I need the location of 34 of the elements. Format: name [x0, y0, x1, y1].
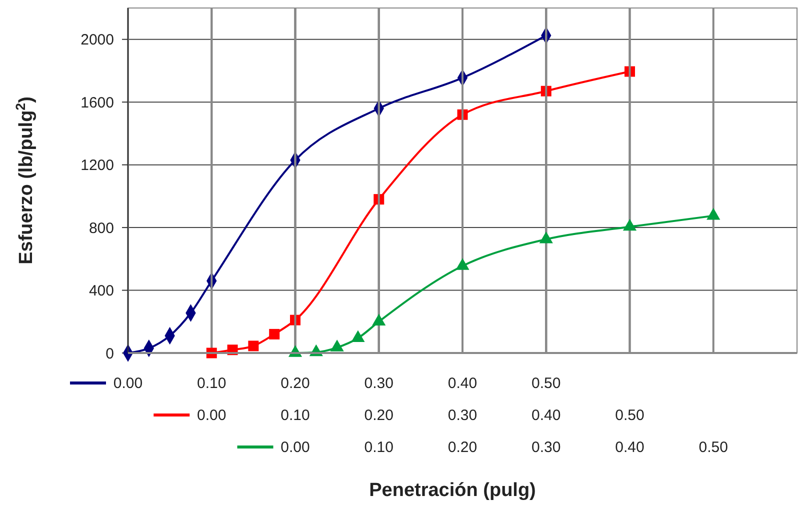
point	[539, 231, 553, 244]
y-tick-label: 1200	[80, 157, 114, 174]
point	[622, 218, 637, 231]
x-axis-title: Penetración (pulg)	[369, 480, 536, 501]
y-tick-label: 0	[106, 345, 114, 362]
point	[330, 340, 344, 352]
x-tick-label: 0.40	[615, 439, 644, 456]
x-tick-label: 0.10	[197, 375, 226, 392]
x-tick-label: 0.50	[698, 439, 728, 456]
x-tick-label: 0.50	[615, 407, 644, 424]
x-tick-label: 0.20	[448, 439, 478, 456]
point	[269, 328, 280, 340]
x-tick-label: 0.20	[280, 375, 310, 392]
y-tick-label: 400	[88, 282, 114, 300]
x-tick-label: 0.10	[364, 439, 394, 456]
x-tick-label: 0.20	[364, 407, 394, 424]
x-tick-label: 0.00	[280, 439, 310, 456]
x-tick-label: 0.40	[532, 407, 561, 424]
y-tick-label: 1600	[80, 94, 114, 112]
x-tick-label: 0.30	[364, 375, 394, 392]
point	[456, 258, 470, 270]
x-tick-label: 0.40	[448, 375, 478, 392]
point	[372, 314, 386, 326]
x-tick-label: 0.30	[448, 407, 478, 424]
point	[706, 208, 720, 220]
point	[351, 330, 365, 342]
x-tick-label: 0.00	[113, 375, 143, 392]
x-tick-label: 0.30	[532, 439, 561, 456]
x-tick-label: 0.10	[280, 407, 310, 424]
y-tick-label: 800	[88, 220, 114, 237]
y-tick-label: 2000	[80, 32, 114, 49]
x-tick-label: 0.50	[532, 375, 561, 392]
point	[248, 340, 259, 352]
x-tick-label: 0.00	[197, 407, 226, 424]
